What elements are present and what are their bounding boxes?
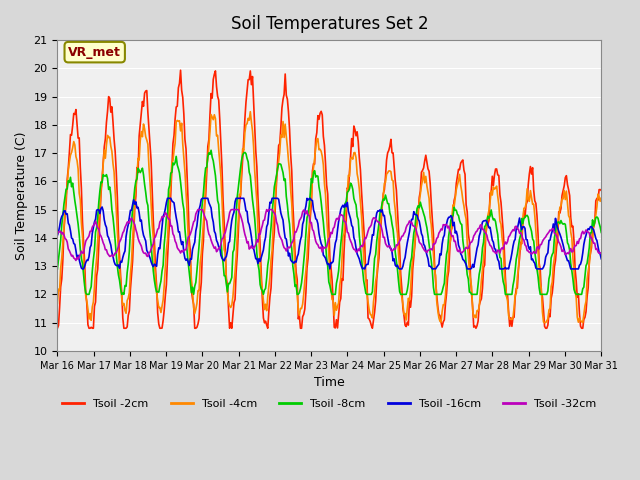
Legend: Tsoil -2cm, Tsoil -4cm, Tsoil -8cm, Tsoil -16cm, Tsoil -32cm: Tsoil -2cm, Tsoil -4cm, Tsoil -8cm, Tsoi… — [58, 395, 601, 414]
Tsoil -32cm — [380, 235, 387, 240]
Tsoil -32cm — [502, 239, 509, 245]
Tsoil -4cm — [597, 195, 605, 201]
Tsoil -8cm — [597, 229, 605, 235]
Tsoil -16cm — [350, 235, 358, 240]
Line: Tsoil -32cm: Tsoil -32cm — [58, 210, 601, 261]
Tsoil -8cm — [54, 266, 61, 272]
Tsoil -16cm — [317, 241, 325, 247]
Tsoil -16cm — [54, 232, 61, 238]
Tsoil -4cm — [586, 250, 594, 255]
Tsoil -2cm — [177, 67, 184, 73]
Tsoil -8cm — [380, 196, 387, 202]
Tsoil -2cm — [316, 110, 324, 116]
Tsoil -32cm — [597, 251, 605, 256]
Tsoil -4cm — [316, 146, 324, 152]
Tsoil -4cm — [378, 203, 386, 209]
Tsoil -2cm — [378, 203, 386, 209]
Tsoil -16cm — [79, 266, 86, 272]
Tsoil -2cm — [500, 245, 508, 251]
Tsoil -8cm — [83, 291, 91, 297]
Y-axis label: Soil Temperature (C): Soil Temperature (C) — [15, 131, 28, 260]
Tsoil -2cm — [313, 130, 321, 135]
Line: Tsoil -16cm: Tsoil -16cm — [58, 198, 601, 269]
Tsoil -4cm — [54, 300, 61, 306]
Tsoil -16cm — [380, 213, 387, 218]
Tsoil -4cm — [500, 269, 508, 275]
Text: VR_met: VR_met — [68, 46, 121, 59]
X-axis label: Time: Time — [314, 376, 345, 389]
Tsoil -8cm — [586, 230, 594, 236]
Tsoil -16cm — [164, 195, 172, 201]
Tsoil -2cm — [54, 325, 61, 331]
Line: Tsoil -4cm: Tsoil -4cm — [58, 112, 601, 323]
Tsoil -32cm — [54, 231, 61, 237]
Tsoil -32cm — [314, 242, 322, 248]
Tsoil -4cm — [541, 320, 548, 325]
Tsoil -32cm — [350, 246, 358, 252]
Tsoil -8cm — [207, 147, 215, 153]
Tsoil -16cm — [586, 224, 594, 229]
Tsoil -2cm — [586, 258, 593, 264]
Tsoil -2cm — [349, 144, 356, 149]
Line: Tsoil -2cm: Tsoil -2cm — [58, 70, 601, 328]
Tsoil -16cm — [597, 256, 605, 262]
Tsoil -8cm — [314, 173, 322, 179]
Tsoil -32cm — [586, 235, 594, 240]
Tsoil -32cm — [72, 258, 80, 264]
Tsoil -32cm — [194, 207, 202, 213]
Tsoil -8cm — [502, 291, 509, 297]
Tsoil -4cm — [246, 109, 254, 115]
Tsoil -2cm — [597, 188, 605, 193]
Tsoil -32cm — [317, 244, 325, 250]
Tsoil -16cm — [314, 221, 322, 227]
Title: Soil Temperatures Set 2: Soil Temperatures Set 2 — [230, 15, 428, 33]
Tsoil -4cm — [313, 136, 321, 142]
Tsoil -8cm — [350, 196, 358, 202]
Tsoil -8cm — [317, 199, 325, 205]
Line: Tsoil -8cm: Tsoil -8cm — [58, 150, 601, 294]
Tsoil -4cm — [349, 156, 356, 162]
Tsoil -16cm — [502, 264, 509, 270]
